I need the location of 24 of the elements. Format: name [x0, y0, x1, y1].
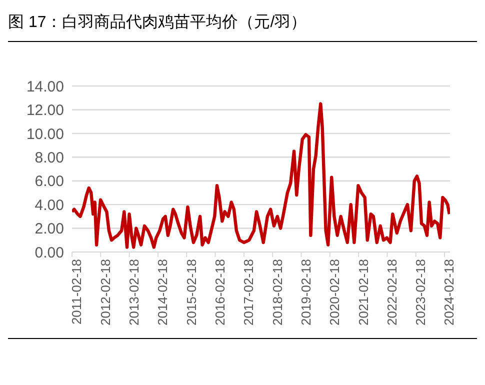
line-series — [72, 102, 450, 249]
x-tick-label: 2011-02-18 — [69, 259, 84, 325]
y-tick-label: 2.00 — [34, 220, 64, 238]
x-tick-label: 2020-02-18 — [327, 259, 342, 326]
x-tick-label: 2014-02-18 — [155, 259, 170, 326]
y-tick-label: 6.00 — [34, 173, 64, 190]
x-tick-label: 2018-02-18 — [270, 259, 285, 326]
y-tick-label: 8.00 — [34, 149, 64, 166]
x-tick-label: 2021-02-18 — [356, 259, 371, 326]
x-tick-label: 2024-02-18 — [442, 259, 457, 326]
x-tick-label: 2016-02-18 — [212, 259, 228, 326]
x-tick-label: 2023-02-18 — [413, 259, 428, 326]
x-tick-label: 2017-02-18 — [241, 259, 256, 326]
x-tick-label: 2022-02-18 — [384, 259, 400, 326]
y-tick-label: 0.00 — [34, 244, 64, 262]
y-tick-label: 12.00 — [26, 102, 64, 120]
x-tick-label: 2013-02-18 — [126, 259, 142, 326]
y-tick-label: 14.00 — [26, 78, 64, 96]
x-tick-label: 2019-02-18 — [298, 259, 314, 326]
x-tick-label: 2015-02-18 — [184, 259, 199, 326]
chart-title: 图 17：白羽商品代肉鸡苗平均价（元/羽） — [8, 12, 308, 33]
x-tick-label: 2012-02-18 — [98, 259, 113, 326]
y-tick-label: 4.00 — [34, 196, 64, 214]
y-tick-label: 10.00 — [26, 126, 64, 143]
